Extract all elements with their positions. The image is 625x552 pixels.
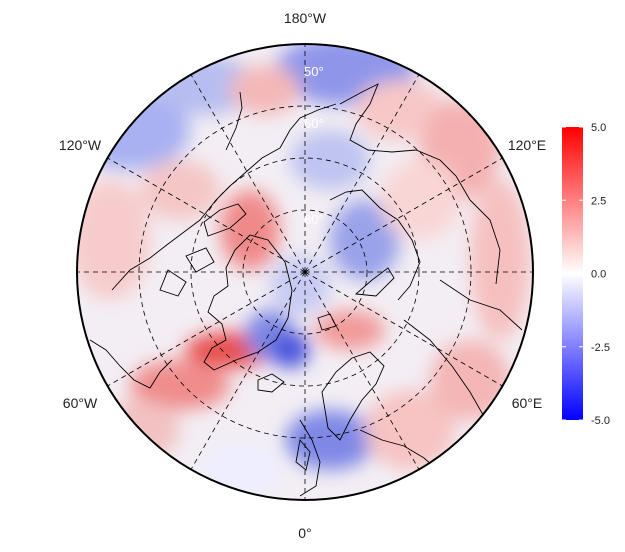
graticule (77, 44, 533, 500)
lon-label-60w: 60°W (63, 395, 98, 411)
colorbar: 5.0 2.5 0.0 -2.5 -5.0 (562, 122, 610, 427)
lon-label-120e: 120°E (508, 137, 546, 153)
meridian-line (304, 157, 503, 273)
anomaly-patch (270, 332, 310, 368)
anomaly-patch (380, 160, 460, 240)
meridian-line (304, 74, 420, 273)
meridian-line (190, 74, 306, 273)
anomaly-patch (290, 130, 370, 190)
anomaly-patch (270, 255, 330, 315)
anomaly-patch (200, 445, 280, 495)
lon-label-180w: 180°W (284, 10, 327, 26)
colorbar-ticks: 5.0 2.5 0.0 -2.5 -5.0 (562, 122, 610, 427)
colorbar-gradient (562, 127, 583, 420)
meridian-line (190, 271, 306, 470)
lon-label-60e: 60°E (512, 395, 543, 411)
anomaly-patch (220, 190, 280, 270)
meridian-line (304, 271, 503, 387)
anomaly-patch (140, 160, 220, 220)
anomaly-patch (77, 180, 150, 300)
anomaly-field (77, 44, 533, 500)
anomaly-patch (285, 410, 375, 470)
anomaly-patch (355, 80, 445, 140)
latitude-circle (190, 157, 420, 387)
lat-label-80: 80° (304, 212, 324, 227)
colorbar-tick-label: 2.5 (591, 195, 606, 207)
lat-label-50: 50° (304, 64, 324, 79)
colorbar-tick-label: -2.5 (591, 342, 610, 354)
lon-label-0: 0° (298, 525, 311, 541)
colorbar-tick-label: -5.0 (591, 415, 610, 427)
anomaly-patch (365, 390, 455, 470)
anomaly-patch (130, 360, 230, 410)
colorbar-tick-label: 0.0 (591, 269, 606, 281)
lon-label-120w: 120°W (59, 137, 102, 153)
lat-label-60: 60° (304, 116, 324, 131)
meridian-line (107, 157, 306, 273)
colorbar-tick-label: 5.0 (591, 122, 606, 134)
anomaly-patch (430, 340, 510, 420)
meridian-line (107, 271, 306, 387)
anomaly-patch (230, 65, 300, 115)
latitude-circle (242, 209, 368, 335)
map-border (76, 43, 534, 501)
anomaly-patch (470, 180, 530, 340)
anomaly-patch (315, 310, 385, 350)
anomaly-patch (330, 200, 400, 280)
meridian-line (304, 271, 420, 470)
